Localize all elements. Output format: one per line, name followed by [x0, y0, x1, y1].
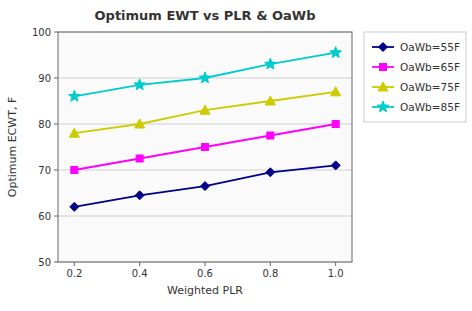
- grid-line: [58, 216, 352, 217]
- tick-label: 0.4: [132, 268, 148, 279]
- legend-label: OaWb=85F: [400, 101, 460, 113]
- plot-marks: [69, 47, 342, 212]
- series-line: [74, 165, 335, 206]
- legend-marker: [380, 64, 387, 71]
- data-point: [135, 191, 144, 200]
- data-point: [331, 87, 341, 96]
- legend-marker: [379, 43, 388, 52]
- data-point: [134, 79, 145, 90]
- tick-mark: [205, 262, 206, 266]
- chart: 50 60 70 80 90 100 0.2 0.4 0.6 0.8 1.0 Optimum EWT …: [0, 0, 472, 311]
- data-point: [266, 168, 275, 177]
- tick-mark: [74, 262, 75, 266]
- title: Optimum EWT vs PLR & OaWb: [95, 8, 316, 23]
- data-point: [200, 105, 210, 114]
- legend-marker: [378, 82, 388, 91]
- tick-label: 0.8: [262, 268, 278, 279]
- data-point: [71, 167, 78, 174]
- tick-label: 70: [38, 165, 51, 176]
- tick-mark: [54, 32, 58, 33]
- tick-label: 60: [38, 211, 51, 222]
- legend-marker: [377, 101, 388, 112]
- series-line: [74, 124, 335, 170]
- data-point: [199, 72, 210, 83]
- y-axis-label: Optimum ECWT, F: [6, 97, 19, 197]
- data-point: [202, 144, 209, 151]
- tick-mark: [54, 78, 58, 79]
- tick-label: 90: [38, 73, 51, 84]
- grid-line: [58, 124, 352, 125]
- data-point: [69, 90, 80, 101]
- legend-label: OaWb=65F: [400, 61, 460, 73]
- tick-mark: [54, 170, 58, 171]
- data-point: [330, 47, 341, 58]
- tick-label: 0.2: [66, 268, 82, 279]
- tick-mark: [335, 262, 336, 266]
- tick-mark: [54, 124, 58, 125]
- tick-label: 50: [38, 257, 51, 268]
- grid-line: [58, 170, 352, 171]
- data-point: [265, 58, 276, 69]
- series-line: [74, 53, 335, 97]
- data-point: [136, 155, 143, 162]
- tick-label: 100: [32, 27, 51, 38]
- tick-label: 0.6: [197, 268, 213, 279]
- data-point: [201, 182, 210, 191]
- data-point: [267, 132, 274, 139]
- tick-mark: [54, 262, 58, 263]
- plot-area: [58, 32, 352, 262]
- data-point: [70, 202, 79, 211]
- data-point: [332, 121, 339, 128]
- legend-box: [364, 32, 466, 122]
- x-axis-label: Weighted PLR: [167, 284, 243, 297]
- legend-label: OaWb=75F: [400, 81, 460, 93]
- data-point: [69, 128, 79, 137]
- data-point: [265, 96, 275, 105]
- legend-label: OaWb=55F: [400, 41, 460, 53]
- legend: OaWb=55F OaWb=65F OaWb=75F OaWb=85F: [364, 32, 466, 122]
- tick-mark: [54, 216, 58, 217]
- tick-mark: [270, 262, 271, 266]
- data-point: [331, 161, 340, 170]
- series-line: [74, 92, 335, 133]
- plot-frame: [58, 32, 352, 262]
- tick-label: 80: [38, 119, 51, 130]
- tick-mark: [139, 262, 140, 266]
- tick-label: 1.0: [328, 268, 344, 279]
- data-point: [135, 119, 145, 128]
